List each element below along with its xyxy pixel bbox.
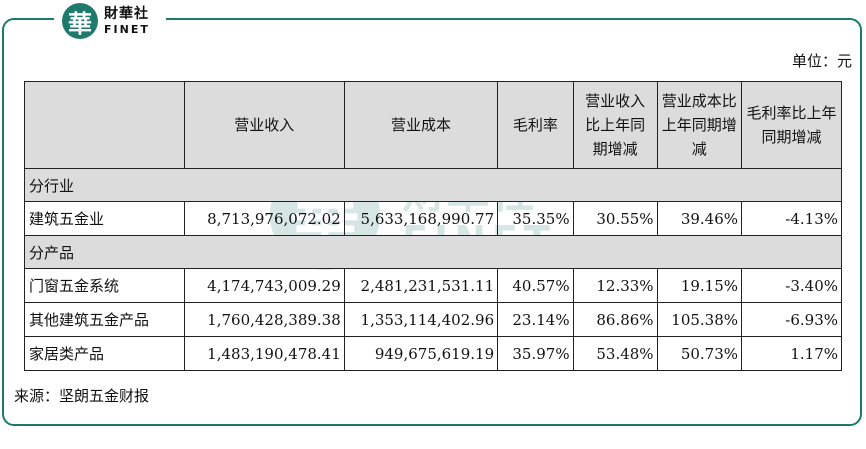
- row-label: 家居类产品: [24, 336, 185, 371]
- row-label: 建筑五金业: [24, 201, 185, 236]
- cost-cell: 2,481,231,531.11: [343, 268, 499, 303]
- revenue-change-cell: 12.33%: [572, 268, 658, 303]
- finet-logo: 華 財華社 FINET: [54, 0, 166, 42]
- logo-mark-icon: 華: [62, 3, 98, 39]
- margin-cell: 23.14%: [497, 302, 574, 337]
- cost-change-cell: 105.38%: [656, 302, 743, 337]
- revenue-cell: 8,713,976,072.02: [183, 201, 345, 236]
- header-cell: [24, 81, 185, 169]
- table-header-row: 营业收入 营业成本 毛利率 营业收入比上年同期增减 营业成本比上年同期增减 毛利…: [24, 81, 842, 169]
- section-title: 分行业: [24, 168, 842, 202]
- row-label: 其他建筑五金产品: [24, 302, 185, 337]
- table-row: 其他建筑五金产品 1,760,428,389.38 1,353,114,402.…: [24, 302, 842, 337]
- cost-change-cell: 39.46%: [656, 201, 743, 236]
- margin-cell: 40.57%: [497, 268, 574, 303]
- logo-cn: 財華社: [104, 6, 149, 22]
- margin-change-cell: 1.17%: [741, 336, 842, 371]
- header-cell: 毛利率: [497, 81, 574, 169]
- revenue-cell: 4,174,743,009.29: [183, 268, 345, 303]
- cost-cell: 5,633,168,990.77: [343, 201, 499, 236]
- revenue-change-cell: 53.48%: [572, 336, 658, 371]
- margin-change-cell: -3.40%: [741, 268, 842, 303]
- table-row: 家居类产品 1,483,190,478.41 949,675,619.19 35…: [24, 336, 842, 371]
- unit-label: 单位：元: [791, 52, 852, 70]
- header-cell: 营业成本比上年同期增减: [656, 81, 743, 169]
- cost-cell: 949,675,619.19: [343, 336, 499, 371]
- header-cell: 营业收入比上年同期增减: [572, 81, 658, 169]
- cost-change-cell: 50.73%: [656, 336, 743, 371]
- content-frame: [2, 18, 862, 426]
- revenue-cell: 1,483,190,478.41: [183, 336, 345, 371]
- margin-cell: 35.97%: [497, 336, 574, 371]
- revenue-change-cell: 30.55%: [572, 201, 658, 236]
- cost-cell: 1,353,114,402.96: [343, 302, 499, 337]
- financial-table: 营业收入 营业成本 毛利率 营业收入比上年同期增减 营业成本比上年同期增减 毛利…: [24, 81, 842, 371]
- revenue-cell: 1,760,428,389.38: [183, 302, 345, 337]
- header-cell: 营业成本: [343, 81, 499, 169]
- table-row: 建筑五金业 8,713,976,072.02 5,633,168,990.77 …: [24, 201, 842, 236]
- row-label: 门窗五金系统: [24, 268, 185, 303]
- section-row: 分产品: [24, 235, 842, 269]
- logo-text: 財華社 FINET: [104, 7, 150, 35]
- source-note: 来源：坚朗五金财报: [14, 387, 150, 405]
- margin-change-cell: -6.93%: [741, 302, 842, 337]
- header-cell: 营业收入: [183, 81, 345, 169]
- section-title: 分产品: [24, 235, 842, 269]
- logo-en: FINET: [104, 23, 150, 36]
- header-cell: 毛利率比上年同期增减: [741, 81, 842, 169]
- margin-cell: 35.35%: [497, 201, 574, 236]
- revenue-change-cell: 86.86%: [572, 302, 658, 337]
- margin-change-cell: -4.13%: [741, 201, 842, 236]
- table-row: 门窗五金系统 4,174,743,009.29 2,481,231,531.11…: [24, 268, 842, 303]
- section-row: 分行业: [24, 168, 842, 202]
- cost-change-cell: 19.15%: [656, 268, 743, 303]
